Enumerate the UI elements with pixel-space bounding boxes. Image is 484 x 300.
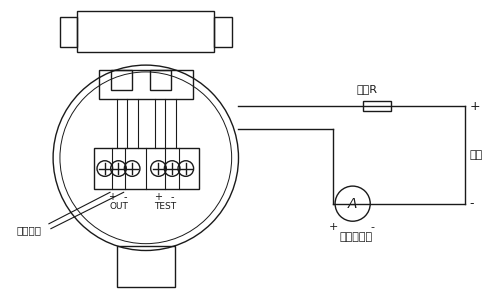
Text: +: + (329, 222, 338, 232)
Text: -: - (123, 192, 127, 202)
Bar (111, 70, 132, 89)
Circle shape (335, 186, 370, 221)
Text: 负载R: 负载R (357, 83, 378, 94)
Text: 直流电流表: 直流电流表 (340, 232, 373, 242)
Bar (117, 246, 175, 286)
Text: -: - (370, 222, 374, 232)
Bar (214, 17, 232, 46)
Text: 电源: 电源 (470, 150, 483, 160)
Bar (99, 70, 193, 99)
Text: -: - (170, 192, 174, 202)
Bar (77, 11, 214, 52)
Text: 电源接线: 电源接线 (16, 225, 41, 235)
Text: A: A (348, 197, 357, 211)
Text: -: - (470, 197, 474, 210)
Text: TEST: TEST (154, 202, 176, 211)
Text: +: + (107, 192, 116, 202)
Bar (150, 70, 171, 89)
Bar (94, 148, 199, 189)
Text: OUT: OUT (109, 202, 128, 211)
Bar (60, 17, 77, 46)
Bar (363, 101, 391, 111)
Text: +: + (470, 100, 481, 112)
Text: +: + (154, 192, 163, 202)
